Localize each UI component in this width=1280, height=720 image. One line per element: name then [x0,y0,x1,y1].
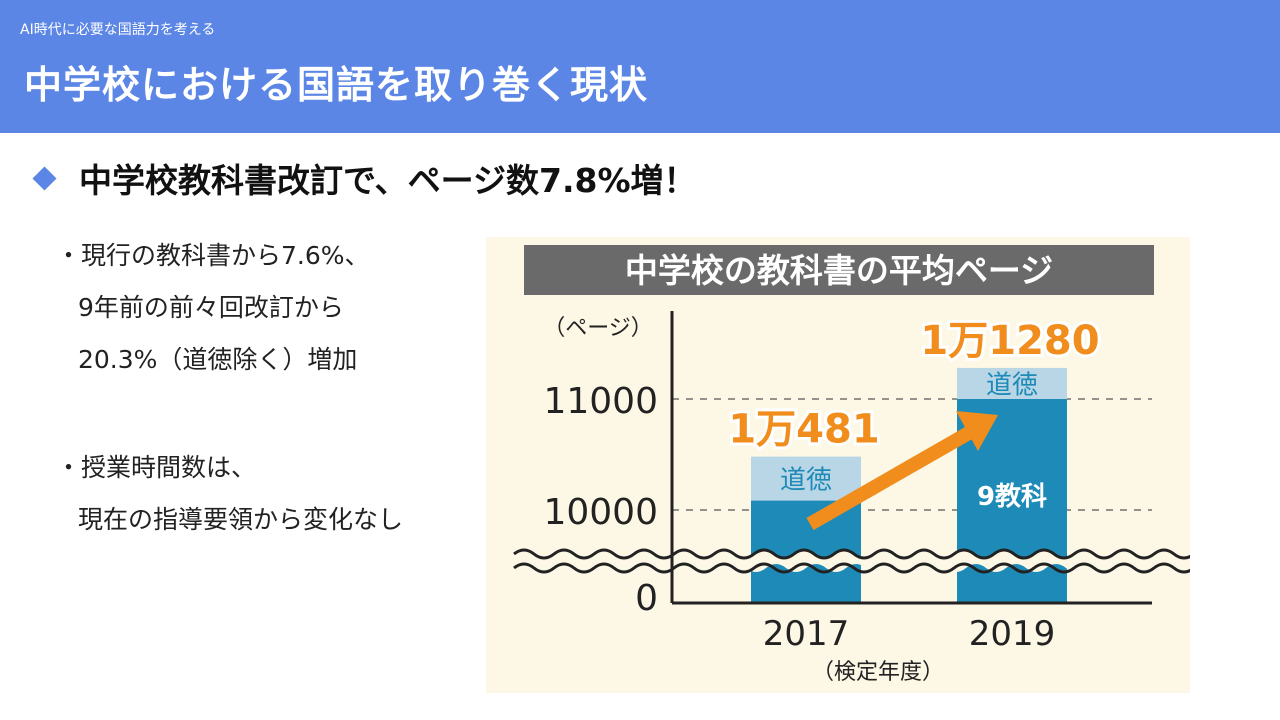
chart: 中学校の教科書の平均ページ （ページ） （検定年度） 道徳 1万481 2017 道徳… [486,237,1190,693]
total-label: 1万481 [728,407,879,453]
chart-title-box [524,245,1154,295]
segment-label-top: 道徳 [986,370,1038,400]
bullet-text: 授業時間数は、 [81,453,257,482]
bullet-line: ・現行の教科書から7.6%、 [56,230,370,282]
x-tick-label: 2019 [969,614,1056,654]
growth-arrow-head [956,411,998,451]
bar-segment-top [751,456,861,501]
bar-segment-top [957,367,1067,399]
bullet-text: 現行の教科書から7.6%、 [81,241,370,270]
segment-label-top: 道徳 [780,466,832,496]
y-tick-label: 0 [635,578,658,619]
bullet-line: 20.3%（道徳除く）増加 [78,345,358,374]
x-axis-label: （検定年度） [812,660,944,685]
y-tick-label: 10000 [543,492,658,533]
total-label: 1万1280 [920,318,1099,364]
bullet-marker: ・ [56,241,82,270]
bullet-line: 現在の指導要領から変化なし [78,505,404,534]
page-title: 中学校における国語を取り巻く現状 [24,63,649,107]
axis-break-line [513,562,1190,574]
header-bar: AI時代に必要な国語力を考える 中学校における国語を取り巻く現状 [0,0,1280,133]
bullet-line: ・授業時間数は、 [56,442,403,494]
chart-svg: 中学校の教科書の平均ページ （ページ） （検定年度） 道徳1万4812017道徳… [486,237,1190,693]
y-tick-label: 11000 [543,381,658,422]
bullet-line: 9年前の前々回改訂から [78,293,344,322]
bullet-item-1: ・現行の教科書から7.6%、 9年前の前々回改訂から 20.3%（道徳除く）増加 [56,230,370,386]
headline-text: 中学校教科書改訂で、ページ数7.8%増！ [79,161,697,200]
y-axis-label: （ページ） [543,316,653,341]
x-tick-label: 2017 [763,614,850,654]
diamond-bullet-icon [32,165,57,191]
bullet-item-2: ・授業時間数は、 現在の指導要領から変化なし [56,442,403,546]
chart-title: 中学校の教科書の平均ページ [625,251,1053,290]
plot-area: 道徳 1万481 2017 道徳 1万1280 2019 9教科 0 10000 11000 [506,311,1190,654]
bullet-marker: ・ [56,453,82,482]
axis-break-line [513,548,1190,560]
headline: 中学校教科書改訂で、ページ数7.8%増！ [30,152,697,204]
segment-label-base: 9教科 [977,482,1047,512]
header-subtitle: AI時代に必要な国語力を考える [20,22,216,38]
growth-arrow-shaft [806,423,978,531]
